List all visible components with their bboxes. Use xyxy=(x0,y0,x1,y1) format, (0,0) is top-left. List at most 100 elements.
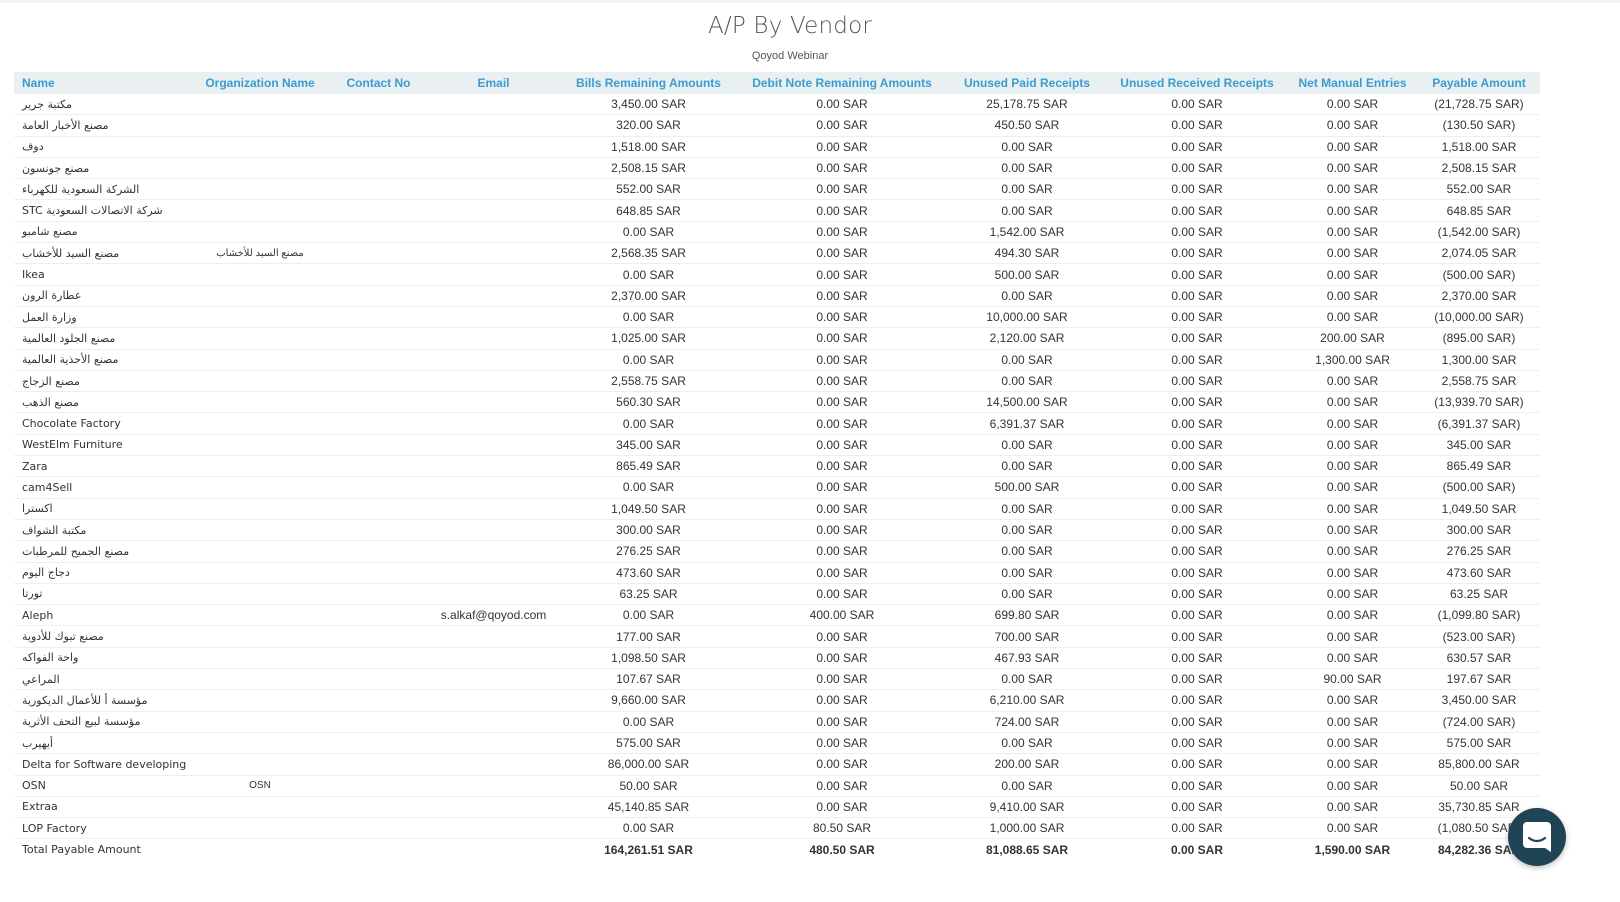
cell-payable: 575.00 SAR xyxy=(1418,732,1540,755)
cell-net-manual: 0.00 SAR xyxy=(1287,412,1418,435)
cell-name[interactable]: WestElm Furniture xyxy=(14,434,190,457)
col-net-manual-entries[interactable]: Net Manual Entries xyxy=(1287,72,1418,94)
cell-name[interactable]: مصنع السيد للأخشاب xyxy=(14,242,190,265)
cell-name[interactable]: Ikea xyxy=(14,263,190,286)
cell-unused-received: 0.00 SAR xyxy=(1107,796,1287,819)
cell-organization xyxy=(190,625,330,648)
col-bills-remaining[interactable]: Bills Remaining Amounts xyxy=(560,72,737,94)
col-email[interactable]: Email xyxy=(427,72,560,94)
cell-payable: (724.00 SAR) xyxy=(1418,711,1540,733)
cell-name[interactable]: مكتبة جرير xyxy=(14,94,190,116)
cell-name[interactable]: واحة الفواكه xyxy=(14,647,190,670)
cell-debit-note-remaining: 0.00 SAR xyxy=(737,711,947,733)
cell-email xyxy=(427,498,560,520)
table-row: مصنع تبوك للأدوية 177.00 SAR 0.00 SAR 700.0… xyxy=(14,625,1540,648)
cell-name[interactable]: مصنع الجلود العالمية xyxy=(14,327,190,350)
cell-name[interactable]: STC شركة الاتصالات السعودية xyxy=(14,199,190,222)
cell-name[interactable]: Aleph xyxy=(14,604,190,627)
cell-email xyxy=(427,562,560,584)
cell-name[interactable]: أيهيرب xyxy=(14,732,190,755)
cell-payable: 63.25 SAR xyxy=(1418,583,1540,606)
cell-debit-note-remaining: 0.00 SAR xyxy=(737,370,947,393)
cell-unused-received: 0.00 SAR xyxy=(1107,455,1287,478)
cell-name[interactable]: مؤسسة أ للأعمال الديكورية xyxy=(14,689,190,712)
cell-name[interactable]: Chocolate Factory xyxy=(14,412,190,435)
col-name[interactable]: Name xyxy=(14,72,190,94)
col-debit-note-remaining[interactable]: Debit Note Remaining Amounts xyxy=(737,72,947,94)
table-row: المراعي 107.67 SAR 0.00 SAR 0.00 SAR 0.00 SA… xyxy=(14,668,1540,691)
cell-contact xyxy=(330,668,427,691)
cell-name[interactable]: تورتا xyxy=(14,583,190,606)
cell-debit-note-remaining: 0.00 SAR xyxy=(737,476,947,499)
cell-bills-remaining: 0.00 SAR xyxy=(560,349,737,371)
cell-name[interactable]: دجاج اليوم xyxy=(14,562,190,584)
cell-name[interactable]: وزارة العمل xyxy=(14,306,190,329)
cell-debit-note-remaining: 0.00 SAR xyxy=(737,263,947,286)
cell-name[interactable]: دوف xyxy=(14,136,190,158)
cell-contact xyxy=(330,199,427,222)
cell-name[interactable]: اكسترا xyxy=(14,498,190,520)
cell-name[interactable]: مصنع الزجاج xyxy=(14,370,190,393)
cell-name[interactable]: Total Payable Amount xyxy=(14,838,190,861)
cell-net-manual: 0.00 SAR xyxy=(1287,625,1418,648)
cell-net-manual: 0.00 SAR xyxy=(1287,796,1418,819)
cell-email xyxy=(427,775,560,797)
cell-name[interactable]: عطارة الرون xyxy=(14,285,190,307)
cell-bills-remaining: 2,568.35 SAR xyxy=(560,242,737,265)
cell-unused-received: 0.00 SAR xyxy=(1107,157,1287,180)
cell-name[interactable]: مصنع الأحذية العالمية xyxy=(14,349,190,371)
cell-name[interactable]: مصنع الذهب xyxy=(14,391,190,414)
cell-name[interactable]: Extraa xyxy=(14,796,190,819)
cell-name[interactable]: مكتبة الشواف xyxy=(14,519,190,542)
cell-payable: 2,074.05 SAR xyxy=(1418,242,1540,265)
cell-debit-note-remaining: 0.00 SAR xyxy=(737,285,947,307)
cell-name[interactable]: Delta for Software developing xyxy=(14,753,190,776)
cell-payable: (13,939.70 SAR) xyxy=(1418,391,1540,414)
cell-name[interactable]: مصنع شامبو xyxy=(14,221,190,244)
cell-name[interactable]: مصنع جونسون xyxy=(14,157,190,180)
cell-bills-remaining: 50.00 SAR xyxy=(560,775,737,797)
cell-name[interactable]: cam4Sell xyxy=(14,476,190,499)
table-row: cam4Sell 0.00 SAR 0.00 SAR 500.00 SAR 0.00 S… xyxy=(14,476,1540,499)
col-organization-name[interactable]: Organization Name xyxy=(190,72,330,94)
cell-contact xyxy=(330,114,427,137)
cell-bills-remaining: 1,025.00 SAR xyxy=(560,327,737,350)
cell-bills-remaining: 2,370.00 SAR xyxy=(560,285,737,307)
cell-unused-received: 0.00 SAR xyxy=(1107,94,1287,116)
cell-email xyxy=(427,540,560,563)
cell-contact xyxy=(330,540,427,563)
cell-unused-paid: 14,500.00 SAR xyxy=(947,391,1107,414)
cell-net-manual: 0.00 SAR xyxy=(1287,434,1418,457)
cell-name[interactable]: مصنع الجميح للمرطبات xyxy=(14,540,190,563)
cell-organization xyxy=(190,604,330,627)
cell-name[interactable]: مصنع تبوك للأدوية xyxy=(14,625,190,648)
cell-name[interactable]: مؤسسة لبيع التحف الأثرية xyxy=(14,711,190,733)
cell-payable: 3,450.00 SAR xyxy=(1418,689,1540,712)
cell-email xyxy=(427,136,560,158)
col-contact-no[interactable]: Contact No xyxy=(330,72,427,94)
cell-name[interactable]: الشركة السعودية للكهرباء xyxy=(14,178,190,201)
cell-name[interactable]: Zara xyxy=(14,455,190,478)
cell-unused-paid: 0.00 SAR xyxy=(947,583,1107,606)
col-payable-amount[interactable]: Payable Amount xyxy=(1418,72,1540,94)
cell-contact xyxy=(330,327,427,350)
cell-email xyxy=(427,796,560,819)
cell-contact xyxy=(330,711,427,733)
cell-name[interactable]: LOP Factory xyxy=(14,817,190,840)
cell-name[interactable]: مصنع الأخبار العامة xyxy=(14,114,190,137)
cell-unused-paid: 6,391.37 SAR xyxy=(947,412,1107,435)
cell-name[interactable]: OSN xyxy=(14,775,190,797)
col-unused-paid-receipts[interactable]: Unused Paid Receipts xyxy=(947,72,1107,94)
cell-unused-paid: 9,410.00 SAR xyxy=(947,796,1107,819)
table-row: عطارة الرون 2,370.00 SAR 0.00 SAR 0.00 SAR 0… xyxy=(14,285,1540,307)
cell-net-manual: 90.00 SAR xyxy=(1287,668,1418,691)
cell-name[interactable]: المراعي xyxy=(14,668,190,691)
cell-unused-paid: 10,000.00 SAR xyxy=(947,306,1107,329)
cell-payable: 50.00 SAR xyxy=(1418,775,1540,797)
cell-organization xyxy=(190,753,330,776)
cell-organization xyxy=(190,370,330,393)
cell-net-manual: 0.00 SAR xyxy=(1287,775,1418,797)
col-unused-received-receipts[interactable]: Unused Received Receipts xyxy=(1107,72,1287,94)
chat-widget-button[interactable] xyxy=(1508,808,1566,866)
cell-net-manual: 0.00 SAR xyxy=(1287,732,1418,755)
